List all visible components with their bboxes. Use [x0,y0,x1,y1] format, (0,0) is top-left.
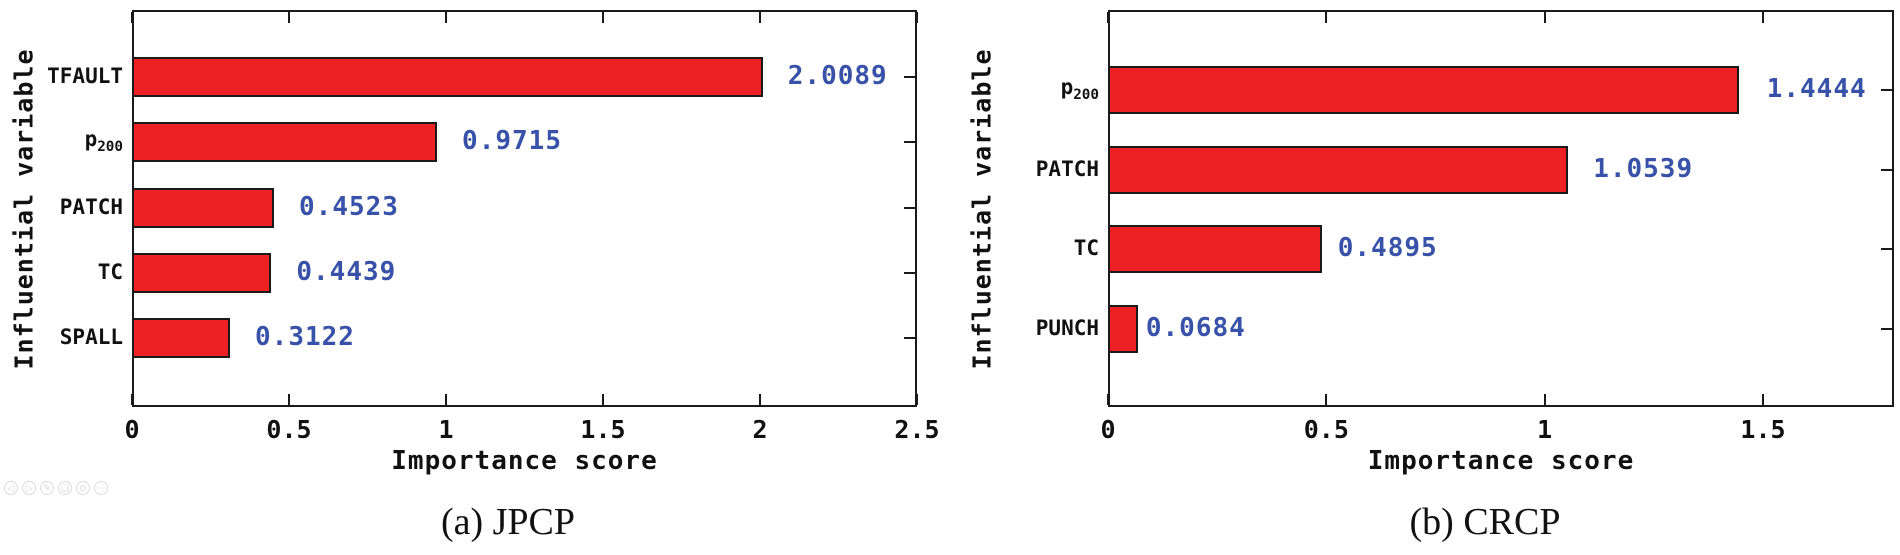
category-label-subscript: 200 [1073,86,1099,103]
category-label-text: PUNCH [1035,316,1099,341]
y-axis-tick-right [904,76,915,78]
bar-TFAULT [132,57,763,97]
category-label-SPALL: SPALL [0,325,123,349]
x-tick-label: 0.5 [266,415,312,444]
x-tick-label: 0 [124,415,140,444]
x-axis-label: Importance score [391,446,658,476]
bar-value-label: 2.0089 [787,60,888,91]
viewer-previous-icon[interactable]: ◁ [4,481,18,495]
y-axis-label: Influential variable [9,47,39,370]
x-axis-tick [1107,394,1109,405]
x-axis-tick [759,394,761,405]
x-tick-label: 2 [752,415,768,444]
x-axis-tick-top [916,12,918,23]
subfigure-caption: (a) JPCP [440,501,576,543]
x-tick-label: 1 [438,415,454,444]
y-axis-tick-right [904,141,915,143]
bar-value-label: 0.0684 [1145,312,1246,343]
y-axis-tick-right [1881,89,1892,91]
bar-TC [132,253,272,293]
x-axis-label: Importance score [1367,446,1635,476]
x-axis-tick-top [1325,12,1328,23]
viewer-edit-icon[interactable]: ✎ [40,481,54,495]
category-label-text: p [84,126,98,151]
bar-value-label: 1.4444 [1766,73,1867,104]
x-axis-tick [916,394,918,405]
x-axis-tick-top [602,12,604,23]
category-label-text: TC [97,260,123,285]
x-axis-tick [1543,394,1546,405]
bar-value-label: 0.9715 [462,125,562,156]
x-axis-tick [1762,394,1764,405]
category-label-p200: p200 [899,75,1099,103]
category-label-text: SPALL [59,325,123,350]
x-tick-label: 1.5 [580,415,626,444]
bar-p200 [1108,66,1739,114]
x-axis-tick [602,394,604,405]
bar-value-label: 1.0539 [1593,153,1694,184]
x-tick-label: 1 [1537,415,1553,444]
x-tick-label: 0.5 [1303,415,1349,444]
viewer-copy-icon[interactable]: ❏ [58,481,72,495]
viewer-zoom-icon[interactable]: ⊙ [76,481,90,495]
bar-PUNCH [1108,305,1138,353]
bar-TC [1108,225,1322,273]
y-axis-tick-right [904,337,915,339]
x-axis-tick-top [1107,12,1109,23]
category-label-text: TFAULT [47,64,123,89]
bar-p200 [132,122,438,162]
x-axis-tick [1325,394,1328,405]
category-label-TC: TC [899,236,1099,260]
x-axis-tick [288,394,290,405]
category-label-PATCH: PATCH [0,195,123,219]
y-axis-tick-right [1881,248,1892,250]
x-axis-tick-top [288,12,290,23]
x-tick-label: 2.5 [894,415,940,444]
x-axis-tick [131,394,133,405]
bar-PATCH [1108,146,1569,194]
y-axis-tick-right [1881,328,1892,330]
viewer-next-icon[interactable]: ▷ [22,481,36,495]
x-axis-tick-top [131,12,133,23]
y-axis-tick-right [904,207,915,209]
category-label-text: PATCH [1035,157,1099,182]
bar-SPALL [132,318,231,358]
viewer-more-icon[interactable]: ⋯ [94,481,108,495]
category-label-p200: p200 [0,127,123,155]
bar-PATCH [132,188,275,228]
category-label-PATCH: PATCH [899,157,1099,181]
x-axis-tick [445,394,447,405]
category-label-PUNCH: PUNCH [899,316,1099,340]
x-axis-tick-top [1762,12,1764,23]
x-tick-label: 0 [1100,415,1116,444]
category-label-subscript: 200 [97,138,123,155]
category-label-TC: TC [0,260,123,284]
bar-value-label: 0.3122 [255,321,355,352]
bar-value-label: 0.4439 [296,256,397,287]
category-label-text: p [1060,74,1074,99]
viewer-toolbar: ◁ ▷ ✎ ❏ ⊙ ⋯ [4,481,108,495]
x-axis-tick-top [1543,12,1546,23]
y-axis-tick-right [904,272,915,274]
x-axis-tick-top [445,12,447,23]
category-label-text: PATCH [59,195,123,220]
subfigure-caption: (b) CRCP [1409,501,1561,543]
x-tick-label: 1.5 [1740,415,1786,444]
y-axis-tick-right [1881,169,1892,171]
bar-value-label: 0.4523 [299,191,399,222]
bar-value-label: 0.4895 [1337,232,1438,263]
category-label-text: TC [1073,236,1099,261]
x-axis-tick-top [759,12,761,23]
y-axis-label: Influential variable [967,47,997,370]
category-label-TFAULT: TFAULT [0,64,123,88]
